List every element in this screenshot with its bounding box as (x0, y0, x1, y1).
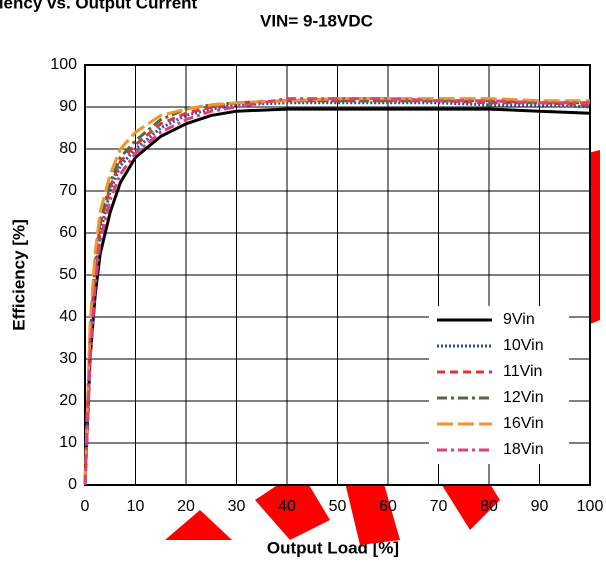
y-tick-label: 90 (59, 98, 77, 115)
x-tick-label: 80 (480, 498, 498, 515)
y-tick-label: 50 (59, 266, 77, 283)
y-tick-label: 0 (68, 476, 77, 493)
x-tick-label: 100 (577, 498, 604, 515)
y-axis-label: Efficiency [%] (9, 219, 28, 330)
y-tick-label: 20 (59, 392, 77, 409)
legend-label: 16Vin (503, 415, 544, 432)
x-tick-label: 30 (228, 498, 246, 515)
y-tick-label: 80 (59, 140, 77, 157)
y-tick-label: 10 (59, 434, 77, 451)
x-tick-label: 90 (531, 498, 549, 515)
legend-label: 18Vin (503, 441, 544, 458)
plot-frame (84, 64, 591, 486)
x-tick-label: 50 (329, 498, 347, 515)
chart-title: Efficiency vs. Output Current (0, 0, 198, 12)
chart-subtitle: VIN= 9-18VDC (260, 11, 373, 30)
legend-label: 11Vin (503, 363, 542, 380)
legend-box (429, 306, 569, 464)
series-line (83, 97, 590, 486)
y-tick-label: 60 (59, 224, 77, 241)
x-tick-label: 40 (278, 498, 296, 515)
x-tick-label: 60 (379, 498, 397, 515)
y-tick-label: 70 (59, 182, 77, 199)
x-tick-label: 0 (81, 498, 90, 515)
y-tick-label: 40 (59, 308, 77, 325)
y-tick-label: 100 (50, 56, 77, 73)
legend-label: 9Vin (503, 311, 535, 328)
x-tick-label: 70 (430, 498, 448, 515)
legend-label: 12Vin (503, 389, 544, 406)
y-tick-label: 30 (59, 350, 77, 367)
x-tick-label: 20 (177, 498, 195, 515)
x-tick-label: 10 (127, 498, 145, 515)
legend-label: 10Vin (503, 337, 544, 354)
series-line (83, 97, 590, 486)
